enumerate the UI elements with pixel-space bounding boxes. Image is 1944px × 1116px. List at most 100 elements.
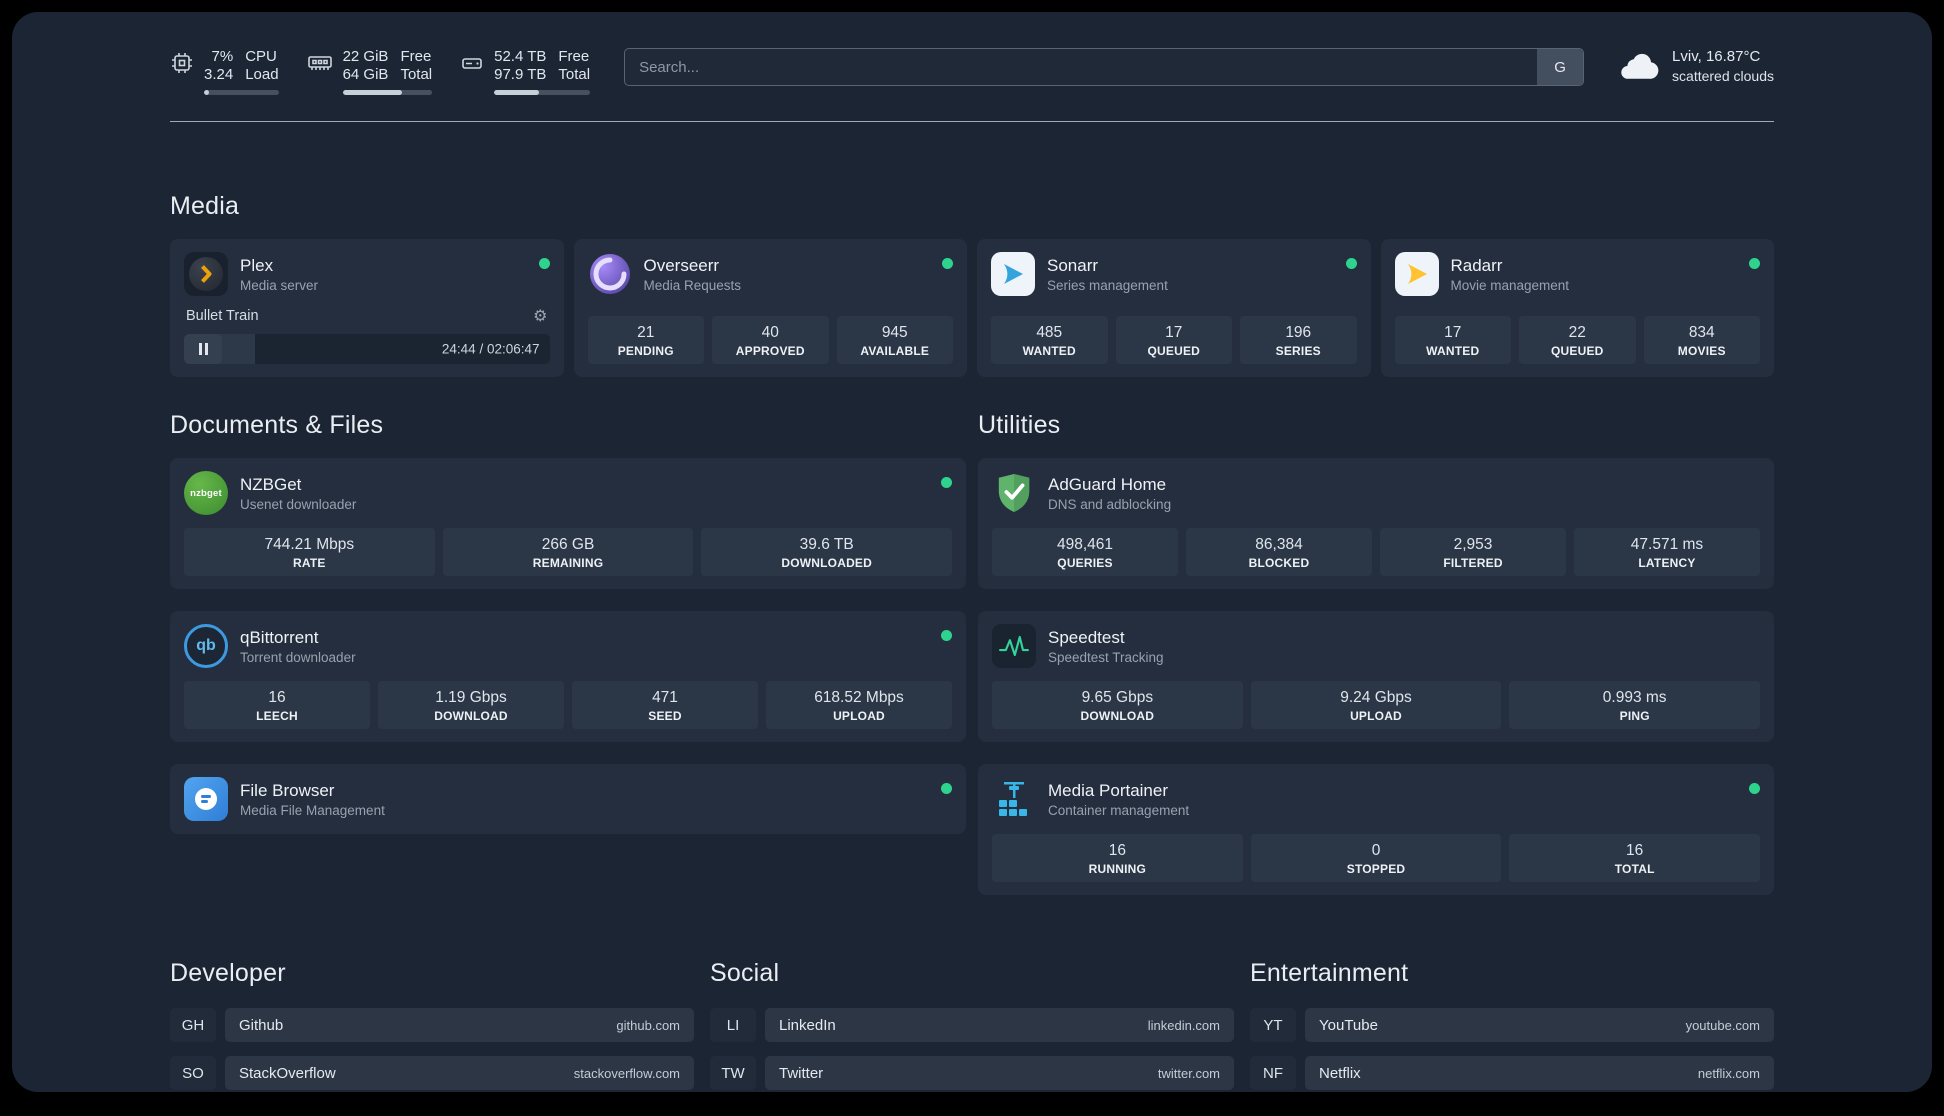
memory-free-label: Free [400,48,432,65]
bookmark-name: Github [239,1016,284,1034]
plex-icon [184,252,228,296]
cpu-usage-value: 7% [211,48,234,65]
nzbget-icon: nzbget [184,471,228,515]
section-utilities: Utilities AdGuard Home [978,411,1774,895]
memory-total-value: 64 GiB [342,66,389,83]
weather-condition: scattered clouds [1672,68,1774,84]
stat: 16 LEECH [184,681,370,729]
stat: 9.24 Gbps UPLOAD [1250,681,1502,729]
service-card-adguard[interactable]: AdGuard Home DNS and adblocking 498,461 … [978,458,1774,589]
status-dot [1749,783,1760,794]
bookmark-twitter[interactable]: TW Twitter twitter.com [710,1056,1234,1090]
disk-free-label: Free [558,48,590,65]
stat: 1.19 Gbps DOWNLOAD [378,681,564,729]
cloud-icon [1618,49,1660,84]
now-playing-title: Bullet Train [186,308,259,324]
stat: 47.571 ms LATENCY [1574,528,1760,576]
bookmarks-entertainment: Entertainment YT YouTube youtube.com NF … [1250,959,1774,1092]
gear-icon[interactable]: ⚙ [533,308,548,325]
bookmark-linkedin[interactable]: LI LinkedIn linkedin.com [710,1008,1234,1042]
cpu-load-label: Load [245,66,279,83]
service-card-radarr[interactable]: Radarr Movie management 17 WANTED 22 QUE… [1380,239,1774,377]
status-dot [1345,258,1357,269]
adguard-icon [992,471,1036,515]
service-name: File Browser [240,780,335,800]
service-card-portainer[interactable]: Media Portainer Container management 16 … [978,764,1774,895]
section-media: Media Plex Media server [170,192,1774,377]
bookmark-url: github.com [616,1017,680,1033]
service-name: Speedtest [1048,627,1125,647]
weather-location: Lviv, 16.87°C [1672,48,1761,65]
sonarr-icon [991,252,1035,296]
resource-memory: 22 GiB Free 64 GiB Total [307,48,433,95]
bookmark-name: Twitter [779,1064,824,1082]
service-card-sonarr[interactable]: Sonarr Series management 485 WANTED 17 Q… [977,239,1371,377]
service-name: Sonarr [1047,255,1099,275]
stat: 9.65 Gbps DOWNLOAD [992,681,1243,729]
disk-total-label: Total [558,66,591,83]
search-bar: G [624,48,1585,86]
service-name: Media Portainer [1048,780,1169,800]
memory-total-label: Total [400,66,433,83]
service-card-nzbget[interactable]: nzbget NZBGet Usenet downloader 744.21 M… [170,458,966,589]
portainer-icon [992,777,1036,821]
resource-cpu: 7% CPU 3.24 Load [170,48,279,95]
radarr-icon [1394,252,1439,296]
bookmark-name: StackOverflow [239,1064,336,1082]
stat: 17 WANTED [1394,316,1511,364]
service-card-filebrowser[interactable]: File Browser Media File Management [170,764,966,834]
qbittorrent-icon: qb [184,624,228,668]
pause-button[interactable] [184,334,222,364]
bookmark-url: youtube.com [1685,1017,1760,1033]
bookmark-name: LinkedIn [779,1016,836,1034]
bookmark-name: Netflix [1319,1064,1361,1082]
search-provider-button[interactable]: G [1537,49,1584,85]
bookmark-url: linkedin.com [1147,1017,1220,1033]
cpu-progress-fill [204,90,210,95]
resource-widgets: 7% CPU 3.24 Load [170,48,591,95]
bookmark-youtube[interactable]: YT YouTube youtube.com [1250,1008,1774,1042]
stat: 266 GB REMAINING [442,528,694,576]
service-subtitle: Usenet downloader [240,496,357,512]
status-dot [941,630,952,641]
service-card-plex[interactable]: Plex Media server Bullet Train ⚙ [170,239,564,377]
topbar: 7% CPU 3.24 Load [170,12,1774,95]
entertainment-section-title: Entertainment [1250,959,1409,987]
service-subtitle: Container management [1048,802,1190,818]
stat: 21 PENDING [587,316,704,364]
weather-widget[interactable]: Lviv, 16.87°C scattered clouds [1618,48,1774,84]
stat: 22 QUEUED [1519,316,1636,364]
service-card-overseerr[interactable]: Overseerr Media Requests 21 PENDING 40 A… [573,239,967,377]
service-name: NZBGet [240,474,302,494]
pause-icon [198,343,208,355]
stat: 834 MOVIES [1643,316,1760,364]
bookmark-netflix[interactable]: NF Netflix netflix.com [1250,1056,1774,1090]
service-subtitle: DNS and adblocking [1048,496,1172,512]
stat: 86,384 BLOCKED [1186,528,1372,576]
disk-total-value: 97.9 TB [494,66,547,83]
stat: 2,953 FILTERED [1380,528,1566,576]
stat: 196 SERIES [1240,316,1357,364]
service-name: Overseerr [643,255,720,275]
dashboard: 7% CPU 3.24 Load [12,12,1932,1092]
disk-icon [460,51,484,75]
disk-free-value: 52.4 TB [494,48,547,65]
bookmark-abbr: GH [170,1008,216,1042]
bookmark-stackoverflow[interactable]: SO StackOverflow stackoverflow.com [170,1056,694,1090]
bookmarks-developer: Developer GH Github github.com SO StackO… [170,959,694,1092]
service-card-speedtest[interactable]: Speedtest Speedtest Tracking 9.65 Gbps D… [978,611,1774,742]
playback-progress-bar[interactable]: 24:44 / 02:06:47 [184,334,550,364]
cpu-icon [170,51,194,75]
service-subtitle: Media File Management [240,802,385,818]
stat: 498,461 QUERIES [992,528,1178,576]
memory-progress-bar [342,90,433,95]
stat: 16 RUNNING [992,834,1243,882]
search-input[interactable] [625,49,1538,85]
bookmark-abbr: LI [710,1008,756,1042]
service-subtitle: Media server [240,277,319,293]
bookmark-github[interactable]: GH Github github.com [170,1008,694,1042]
bookmark-url: netflix.com [1697,1065,1760,1081]
service-card-qbittorrent[interactable]: qb qBittorrent Torrent downloader 16 LEE… [170,611,966,742]
social-section-title: Social [710,959,780,987]
bookmark-url: twitter.com [1157,1065,1220,1081]
